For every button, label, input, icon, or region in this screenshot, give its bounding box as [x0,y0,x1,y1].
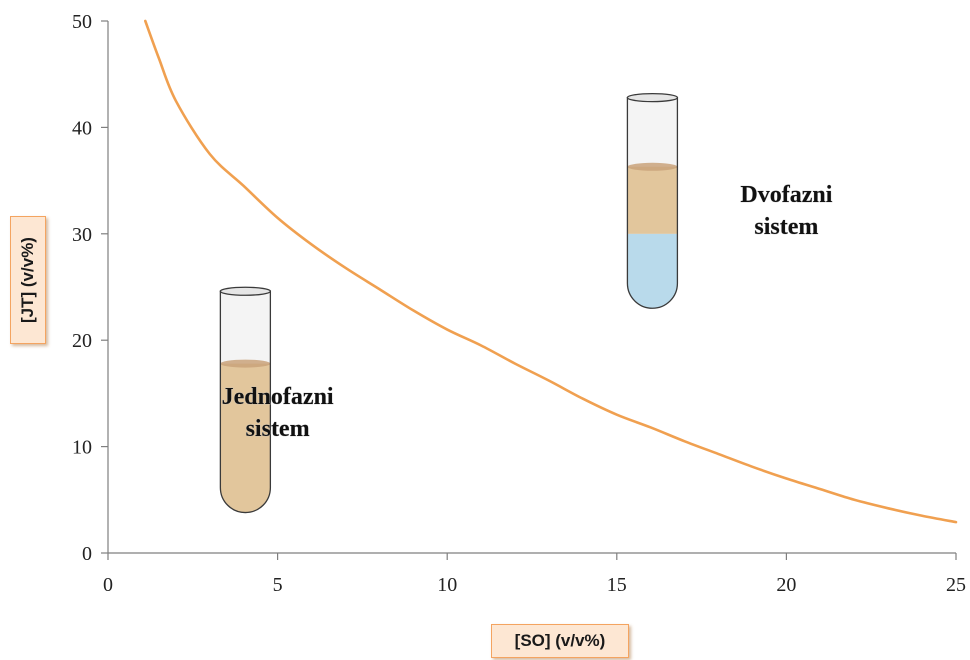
test-tubes [220,94,677,513]
y-tick-label: 40 [72,117,92,139]
liquid-layer [627,167,677,234]
x-axis-label: [SO] (v/v%) [491,624,629,658]
y-tick-label: 50 [72,11,92,33]
y-tick-label: 30 [72,224,92,246]
x-tick-label: 5 [273,574,283,596]
x-tick-label: 15 [607,574,627,596]
y-tick-label: 10 [72,437,92,459]
y-tick-label: 0 [82,543,92,565]
liquid-surface [220,360,270,368]
annotation-double: Dvofazni sistem [740,182,832,240]
x-tick-label: 20 [776,574,796,596]
y-axis-label: [JT] (v/v%) [10,216,46,344]
x-tick-label: 0 [103,574,113,596]
y-tick-label: 20 [72,330,92,352]
x-tick-label: 25 [946,574,966,596]
liquid-layer [627,234,677,308]
tube-rim [220,287,270,295]
test-tube-two-phase [627,94,677,309]
tube-rim [627,94,677,102]
x-tick-label: 10 [437,574,457,596]
liquid-surface [627,163,677,171]
y-axis-label-text: [JT] (v/v%) [18,237,38,323]
axis-ticks: 0 5 10 15 20 25 0 10 20 30 40 50 [72,11,966,596]
